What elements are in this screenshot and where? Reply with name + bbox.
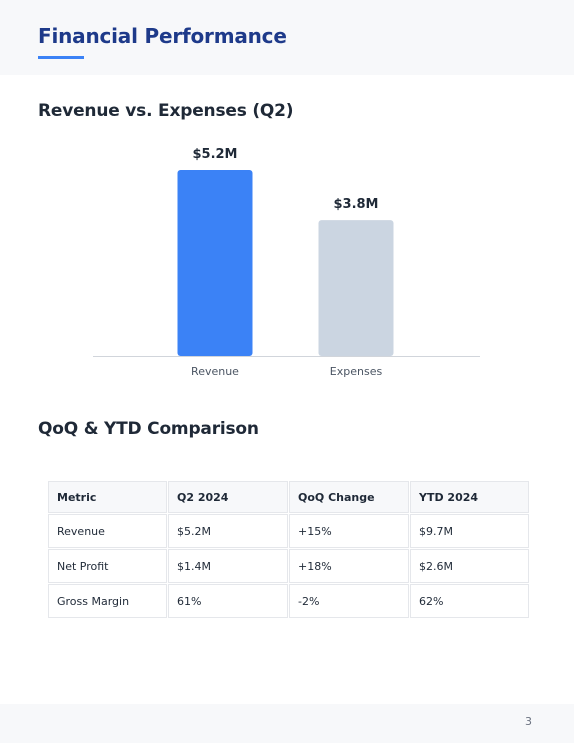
table-row: Gross Margin 61% -2% 62% [48, 584, 529, 618]
revenue-expenses-bar-chart: $5.2M Revenue $3.8M Expenses [93, 147, 480, 378]
table-cell: -2% [289, 584, 409, 618]
page-header [0, 0, 574, 75]
header-qoq-change: QoQ Change [289, 481, 409, 513]
table-cell: $9.7M [410, 514, 529, 548]
comparison-table: Metric Q2 2024 QoQ Change YTD 2024 Reven… [47, 480, 530, 619]
table-cell: $2.6M [410, 549, 529, 583]
header-metric: Metric [48, 481, 167, 513]
table-cell: Gross Margin [48, 584, 167, 618]
table-cell: Net Profit [48, 549, 167, 583]
table-cell: $5.2M [168, 514, 288, 548]
data-label-expenses: $3.8M [333, 197, 378, 212]
table-cell: Revenue [48, 514, 167, 548]
bar-expenses [318, 220, 394, 356]
data-label-revenue: $5.2M [192, 147, 237, 162]
title-underline [38, 56, 84, 59]
x-tick-label-expenses: Expenses [330, 365, 383, 378]
table-row: Net Profit $1.4M +18% $2.6M [48, 549, 529, 583]
bar-revenue [177, 170, 253, 356]
table-cell: +18% [289, 549, 409, 583]
table-cell: 62% [410, 584, 529, 618]
header-ytd-2024: YTD 2024 [410, 481, 529, 513]
table-cell: $1.4M [168, 549, 288, 583]
table-cell: +15% [289, 514, 409, 548]
table-header-row: Metric Q2 2024 QoQ Change YTD 2024 [48, 481, 529, 513]
chart-section-title: Revenue vs. Expenses (Q2) [38, 101, 294, 121]
page-title: Financial Performance [38, 24, 287, 48]
table-section-title: QoQ & YTD Comparison [38, 419, 259, 439]
x-tick-label-revenue: Revenue [191, 365, 239, 378]
table-cell: 61% [168, 584, 288, 618]
page-footer [0, 704, 574, 743]
header-q2-2024: Q2 2024 [168, 481, 288, 513]
page-number: 3 [525, 715, 532, 728]
table-row: Revenue $5.2M +15% $9.7M [48, 514, 529, 548]
